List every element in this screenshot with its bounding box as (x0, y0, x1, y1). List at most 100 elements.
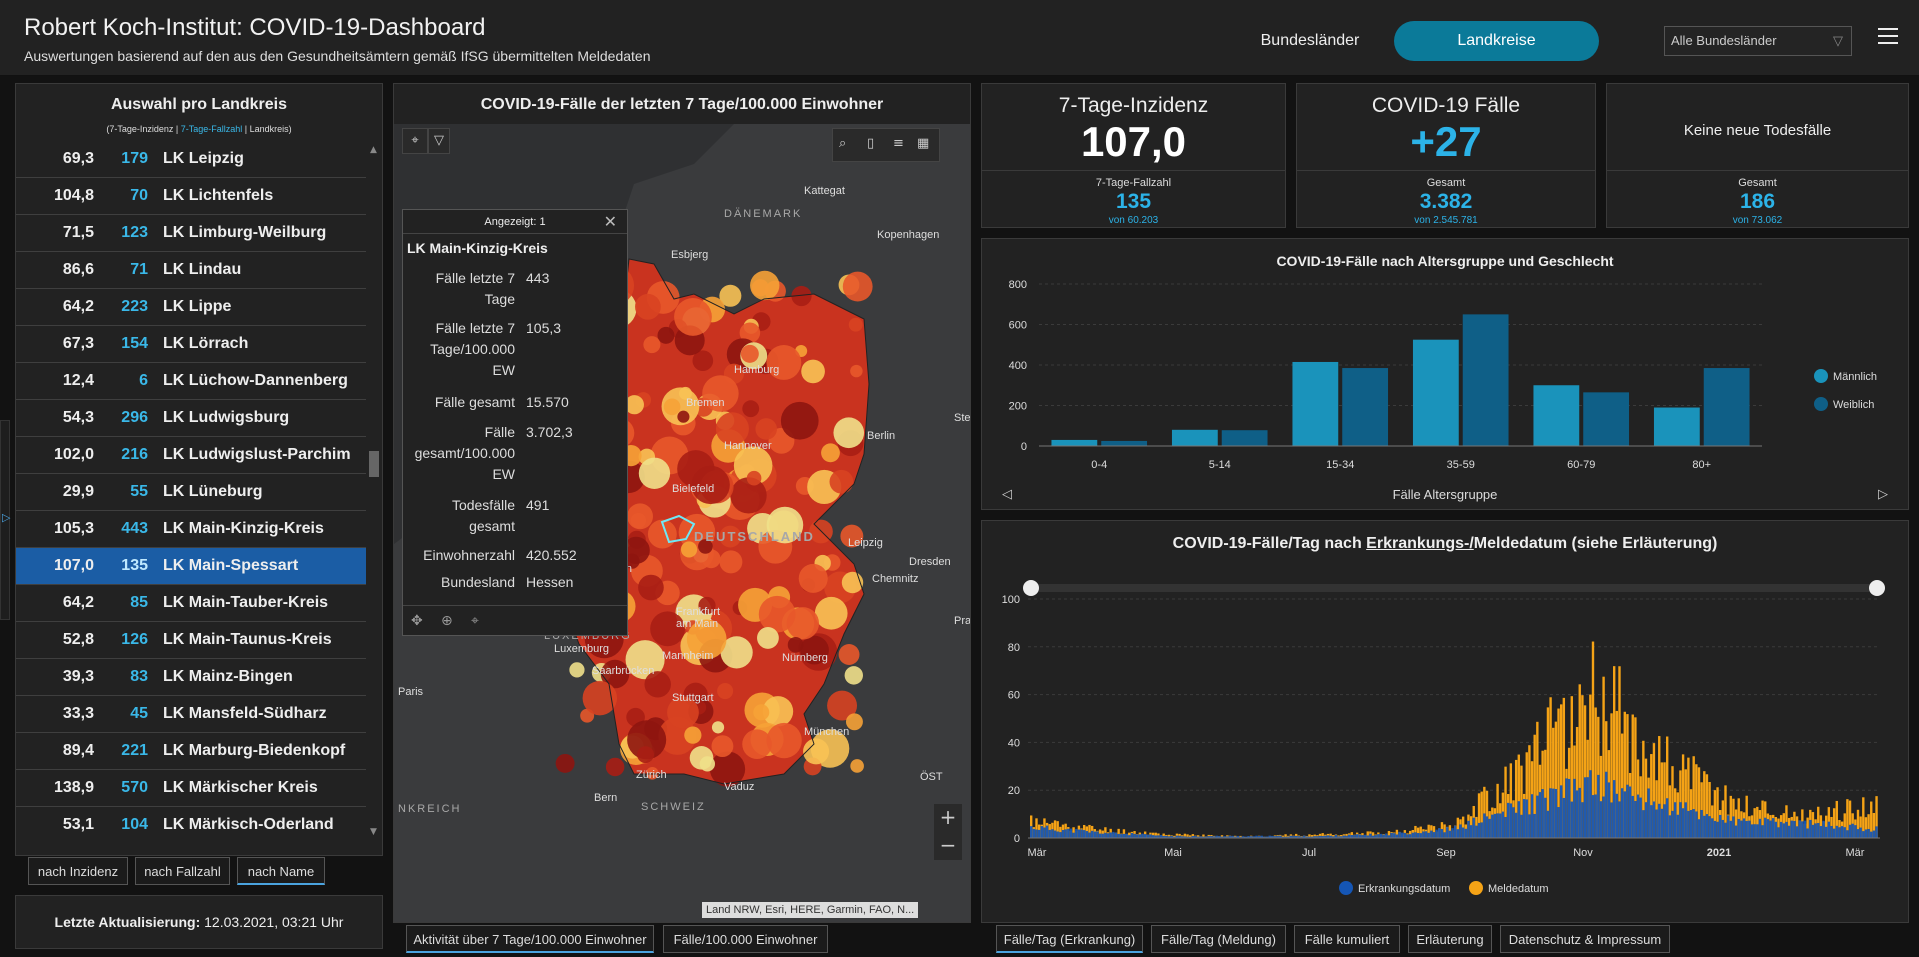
list-item[interactable]: 107,0 135 LK Main-Spessart (16, 548, 366, 585)
state-select[interactable]: Alle Bundesländer ▽ (1664, 26, 1852, 56)
map-district[interactable] (715, 412, 749, 446)
map-district[interactable] (841, 571, 864, 594)
range-slider-handle[interactable] (1869, 580, 1885, 596)
zoom-to-icon[interactable]: ⊕ (441, 613, 453, 629)
side-panel-handle[interactable]: ▷ (0, 420, 10, 620)
map-district[interactable] (605, 757, 625, 777)
map-district[interactable] (780, 401, 819, 440)
map-district[interactable] (637, 746, 655, 764)
map-district[interactable] (711, 735, 734, 758)
map-district[interactable] (680, 541, 698, 558)
close-icon[interactable]: ✕ (603, 212, 617, 231)
map-district[interactable] (643, 336, 661, 354)
map-district[interactable] (850, 759, 864, 773)
list-item[interactable]: 29,9 55 LK Lüneburg (16, 474, 366, 511)
map-district[interactable] (625, 640, 665, 680)
selected-district[interactable] (660, 514, 696, 544)
map-district[interactable] (758, 595, 796, 633)
map-district[interactable] (800, 635, 829, 665)
legend-icon[interactable]: ≡ (893, 136, 904, 151)
map-district[interactable] (719, 550, 743, 574)
map-district[interactable] (766, 345, 802, 380)
map-district[interactable] (569, 662, 585, 678)
map-district[interactable] (821, 443, 840, 463)
map-district[interactable] (691, 465, 730, 505)
map-district[interactable] (720, 636, 753, 669)
map-district[interactable] (733, 446, 773, 485)
basemap-icon[interactable]: ▦ (917, 136, 930, 151)
map-district[interactable] (698, 596, 716, 615)
map-district[interactable] (762, 696, 794, 727)
map-district[interactable] (667, 696, 699, 729)
list-item[interactable]: 52,8 126 LK Main-Taunus-Kreis (16, 622, 366, 659)
map-district[interactable] (848, 317, 863, 332)
list-item[interactable]: 54,3 296 LK Ludwigsburg (16, 400, 366, 437)
chart-tab[interactable]: Datenschutz & Impressum (1500, 925, 1670, 953)
bar-male[interactable] (1533, 385, 1580, 446)
daily-chart[interactable]: 0 20 40 60 80 100 Mär Mai Jul Sep Nov 2021 Mär (982, 521, 1908, 922)
list-item[interactable]: 71,5 123 LK Limburg-Weilburg (16, 215, 366, 252)
map-district[interactable] (600, 659, 630, 689)
list-item[interactable]: 53,1 104 LK Märkisch-Oderland (16, 807, 366, 841)
map-district[interactable] (829, 469, 854, 494)
list-item[interactable]: 102,0 216 LK Ludwigslust-Parchim (16, 437, 366, 474)
map-district[interactable] (833, 417, 865, 449)
map-district[interactable] (766, 722, 802, 759)
map-district[interactable] (699, 756, 716, 772)
range-slider-handle[interactable] (1023, 580, 1039, 596)
chevron-right-icon[interactable]: ▷ (1878, 487, 1888, 502)
list-item[interactable]: 86,6 71 LK Lindau (16, 252, 366, 289)
list-item[interactable]: 104,8 70 LK Lichtenfels (16, 178, 366, 215)
scroll-down-icon[interactable]: ▼ (370, 827, 377, 837)
map-district[interactable] (755, 418, 777, 440)
map-district[interactable] (803, 738, 830, 765)
map-district[interactable] (730, 477, 767, 514)
map-district[interactable] (750, 270, 780, 301)
list-item[interactable]: 64,2 223 LK Lippe (16, 289, 366, 326)
districts-button[interactable]: Landkreise (1394, 21, 1599, 61)
pan-icon[interactable]: ✥ (411, 613, 423, 629)
list-item[interactable]: 67,3 154 LK Lörrach (16, 326, 366, 363)
select-tool-icon[interactable]: ⌖ (402, 128, 428, 154)
map-district[interactable] (638, 457, 671, 489)
sort-name-tab[interactable]: nach Name (237, 857, 325, 885)
list-item[interactable]: 39,3 83 LK Mainz-Bingen (16, 659, 366, 696)
map-district[interactable] (766, 506, 804, 544)
bar-male[interactable] (1653, 407, 1700, 446)
states-button[interactable]: Bundesländer (1260, 32, 1360, 49)
map-district[interactable] (686, 619, 727, 660)
map-district[interactable] (709, 751, 746, 787)
map-district[interactable] (711, 721, 725, 734)
bar-female[interactable] (1462, 314, 1509, 446)
map-district[interactable] (717, 683, 734, 700)
chart-tab[interactable]: Erläuterung (1408, 925, 1492, 953)
map-district[interactable] (842, 271, 873, 302)
map-district[interactable] (692, 350, 714, 372)
map-district[interactable] (740, 344, 759, 363)
map-district[interactable] (742, 729, 772, 759)
map-district[interactable] (674, 298, 712, 336)
map-district[interactable] (627, 720, 667, 760)
map-district[interactable] (814, 596, 848, 630)
map-district[interactable] (638, 574, 664, 601)
map-district[interactable] (844, 666, 863, 685)
map-tab-cases[interactable]: Fälle/100.000 Einwohner (663, 925, 828, 953)
map-district[interactable] (661, 387, 700, 426)
map-district[interactable] (663, 398, 681, 416)
list-item[interactable]: 69,3 179 LK Leipzig (16, 141, 366, 178)
bar-male[interactable] (1051, 439, 1098, 446)
list-item[interactable]: 89,4 221 LK Marburg-Biedenkopf (16, 733, 366, 770)
map-district[interactable] (850, 364, 863, 378)
map-district[interactable] (650, 611, 685, 647)
bar-male[interactable] (1171, 429, 1218, 446)
daily-title-link[interactable]: Erkrankungs-/ (1366, 535, 1474, 552)
map-district[interactable] (838, 644, 860, 665)
bar-female[interactable] (1221, 430, 1268, 446)
bar-male[interactable] (1292, 361, 1339, 446)
bar-female[interactable] (1101, 440, 1148, 446)
map-district[interactable] (677, 410, 690, 423)
chart-tab[interactable]: Fälle/Tag (Erkrankung) (996, 925, 1143, 953)
chevron-left-icon[interactable]: ◁ (1002, 487, 1012, 502)
bar-male[interactable] (1412, 339, 1459, 446)
map-district[interactable] (801, 359, 825, 384)
